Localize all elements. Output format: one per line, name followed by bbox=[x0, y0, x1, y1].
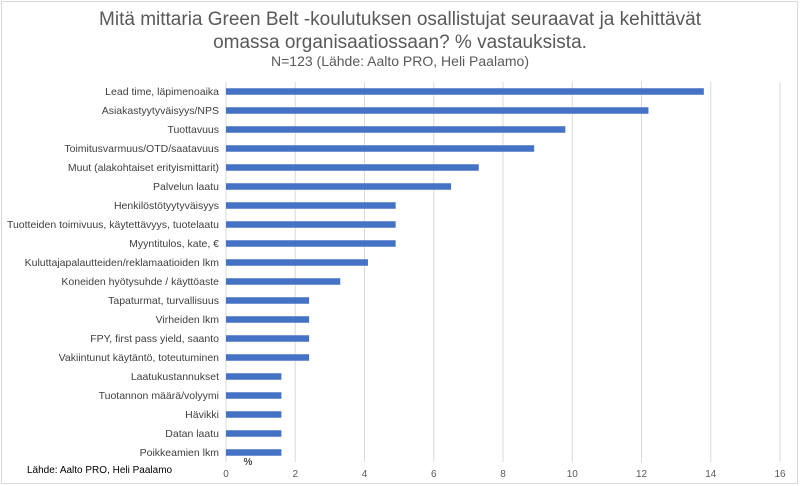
category-label: Tuottavuus bbox=[167, 124, 219, 136]
category-label: Koneiden hyötysuhde / käyttöaste bbox=[61, 276, 219, 288]
category-label: Vakiintunut käytäntö, toteutuminen bbox=[59, 352, 219, 364]
bar bbox=[226, 316, 310, 323]
bar bbox=[226, 240, 396, 247]
x-tick-label: 4 bbox=[362, 469, 368, 480]
bar bbox=[226, 126, 566, 133]
x-axis-label: % bbox=[244, 457, 253, 468]
category-label: Asiakastyytyväisyys/NPS bbox=[102, 105, 219, 117]
category-label: Tapaturmat, turvallisuus bbox=[108, 295, 219, 307]
bar bbox=[226, 202, 396, 209]
bar bbox=[226, 392, 282, 399]
chart-subtitle: N=123 (Lähde: Aalto PRO, Heli Paalamo) bbox=[271, 53, 529, 69]
x-tick-label: 0 bbox=[223, 469, 229, 480]
category-label: Lead time, läpimenoaika bbox=[105, 86, 219, 98]
bar bbox=[226, 335, 310, 342]
bar bbox=[226, 449, 282, 456]
category-label: Kuluttajapalautteiden/reklamaatioiden lk… bbox=[25, 257, 220, 269]
x-tick-label: 10 bbox=[567, 469, 579, 480]
bar bbox=[226, 221, 396, 228]
bar bbox=[226, 430, 282, 437]
category-label: Tuotteiden toimivuus, käytettävyys, tuot… bbox=[7, 219, 219, 231]
category-label: Henkilöstötyytyväisyys bbox=[114, 200, 219, 212]
bar bbox=[226, 107, 649, 114]
chart-title-line-2: omassa organisaatiossaan? % vastauksista… bbox=[213, 32, 587, 53]
category-label: Datan laatu bbox=[165, 428, 219, 440]
bar bbox=[226, 411, 282, 418]
bar bbox=[226, 164, 479, 171]
chart-title: Mitä mittaria Green Belt -koulutuksen os… bbox=[0, 8, 800, 54]
category-label: Virheiden lkm bbox=[156, 314, 220, 326]
category-label: Toimitusvarmuus/OTD/saatavuus bbox=[64, 143, 219, 155]
bar bbox=[226, 88, 704, 95]
chart-title-line-1: Mitä mittaria Green Belt -koulutuksen os… bbox=[99, 9, 701, 30]
category-label: Poikkeamien lkm bbox=[140, 447, 220, 459]
category-label: FPY, first pass yield, saanto bbox=[90, 333, 219, 345]
x-tick-label: 8 bbox=[500, 469, 506, 480]
bar bbox=[226, 354, 310, 361]
bar bbox=[226, 259, 368, 266]
x-tick-label: 14 bbox=[705, 469, 717, 480]
category-label: Tuotannon määrä/volyymi bbox=[99, 390, 219, 402]
bar bbox=[226, 145, 535, 152]
x-tick-label: 2 bbox=[292, 469, 298, 480]
x-tick-label: 6 bbox=[431, 469, 437, 480]
category-label: Palvelun laatu bbox=[153, 181, 219, 193]
source-note: Lähde: Aalto PRO, Heli Paalamo bbox=[27, 465, 173, 476]
x-tick-label: 12 bbox=[636, 469, 648, 480]
bar bbox=[226, 297, 310, 304]
bar bbox=[226, 183, 452, 190]
bar bbox=[226, 373, 282, 380]
category-label: Myyntitulos, kate, € bbox=[129, 238, 219, 250]
category-label: Hävikki bbox=[185, 409, 219, 421]
category-label: Muut (alakohtaiset erityismittarit) bbox=[68, 162, 219, 174]
x-tick-label: 16 bbox=[774, 469, 786, 480]
bar bbox=[226, 278, 341, 285]
category-label: Laatukustannukset bbox=[131, 371, 219, 383]
